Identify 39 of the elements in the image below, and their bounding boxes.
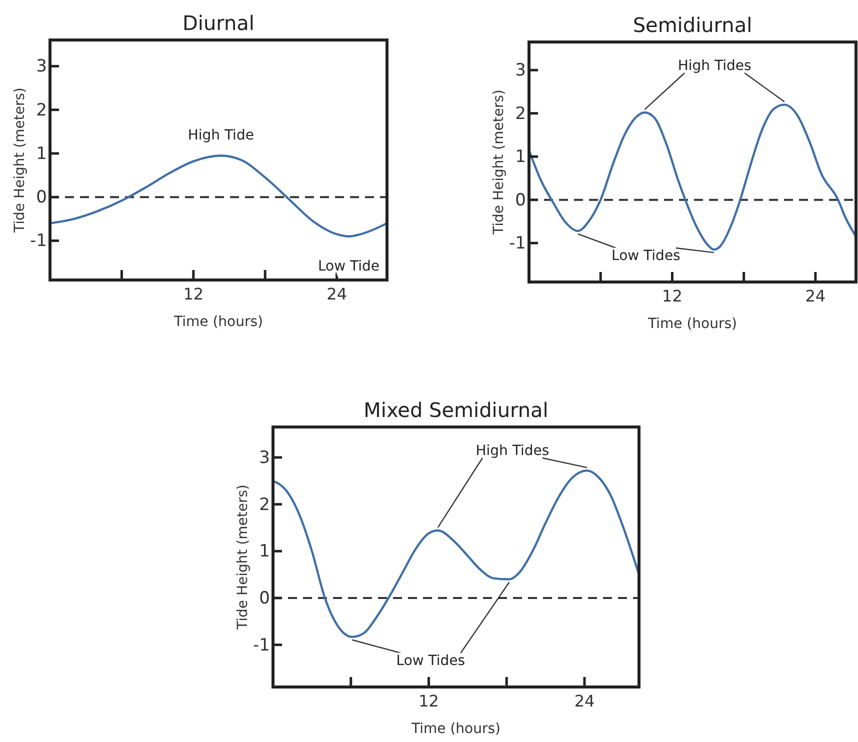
line-series [273,469,639,638]
y-tick-label: 1 [515,147,526,168]
y-tick-label: 0 [36,188,47,208]
x-tick-label: 12 [183,284,204,304]
y-tick-label: -1 [253,635,270,656]
y-tick-label: 2 [515,104,526,124]
line-series [50,154,387,238]
x-axis-title: Time (hours) [173,314,263,330]
y-axis-title: Tide Height (meters) [235,484,251,631]
y-tick-label: 3 [515,60,526,81]
x-tick-label: 12 [418,691,439,710]
line-series [529,104,856,251]
y-axis-title: Tide Height (meters) [491,89,507,236]
annotation: Low Tides [612,248,680,264]
y-tick-label: 0 [259,588,270,608]
annotation: High Tides [678,58,752,74]
y-tick-label: -1 [30,231,47,252]
x-axis-title: Time (hours) [410,721,500,737]
x-tick-label: 24 [574,691,595,710]
y-tick-label: 2 [36,100,47,120]
annotation: High Tides [476,443,550,459]
x-axis-title: Time (hours) [647,316,737,332]
chart-title: Semidiurnal [632,13,752,37]
y-axis-title: Tide Height (meters) [12,87,28,234]
y-tick-label: -1 [509,234,526,254]
x-tick-label: 24 [326,284,347,304]
y-tick-label: 1 [36,144,47,164]
annotation: Low Tide [318,258,380,274]
y-tick-label: 0 [515,190,526,210]
y-tick-label: 1 [259,542,270,562]
x-tick-label: 24 [805,286,826,306]
x-tick-label: 12 [662,286,682,306]
chart-title: Mixed Semidiurnal [364,398,548,422]
annotation: Low Tides [396,653,466,669]
annotation: High Tide [188,128,254,144]
y-tick-label: 2 [259,494,270,515]
y-tick-label: 3 [36,56,47,77]
chart-title: Diurnal [182,11,254,35]
y-tick-label: 3 [259,448,270,468]
